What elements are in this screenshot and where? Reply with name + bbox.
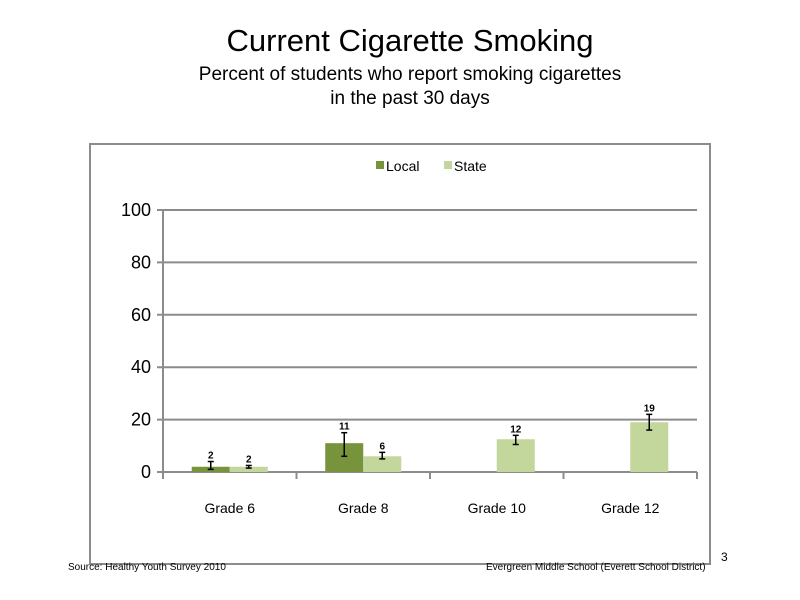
legend-swatch-state bbox=[444, 161, 452, 169]
slide-title: Current Cigarette Smoking bbox=[226, 23, 594, 58]
x-tick-label: Grade 12 bbox=[601, 500, 660, 516]
y-tick-label: 60 bbox=[131, 305, 151, 325]
y-tick-label: 80 bbox=[131, 252, 151, 272]
x-axis: Grade 6 Grade 8 Grade 10 Grade 12 bbox=[162, 472, 698, 516]
error-bars bbox=[207, 413, 653, 471]
slide-subtitle: Percent of students who report smoking c… bbox=[0, 63, 800, 111]
y-tick-label: 20 bbox=[131, 410, 151, 430]
x-tick-label: Grade 8 bbox=[338, 500, 389, 516]
x-tick-label: Grade 6 bbox=[204, 500, 255, 516]
y-axis-tick-labels: 0 20 40 60 80 100 bbox=[121, 200, 151, 482]
y-tick-label: 40 bbox=[131, 357, 151, 377]
data-label: 19 bbox=[644, 403, 656, 414]
bar-state bbox=[229, 466, 268, 472]
bars bbox=[191, 422, 669, 472]
legend: Local State bbox=[376, 158, 487, 174]
data-label: 6 bbox=[379, 441, 385, 452]
data-labels: 2 11 2 6 12 19 bbox=[208, 403, 655, 465]
y-tick-label: 0 bbox=[141, 462, 151, 482]
data-label: 2 bbox=[246, 454, 252, 465]
data-label: 2 bbox=[208, 451, 214, 462]
school-name: Evergreen Middle School (Everett School … bbox=[486, 562, 706, 573]
legend-label-local: Local bbox=[386, 158, 419, 174]
bar-state bbox=[363, 456, 402, 472]
data-label: 11 bbox=[339, 422, 350, 433]
legend-swatch-local bbox=[376, 161, 384, 169]
gridlines bbox=[157, 209, 697, 473]
source-note: Source: Healthy Youth Survey 2010 bbox=[68, 562, 226, 573]
x-tick-label: Grade 10 bbox=[468, 500, 527, 516]
chart-frame bbox=[89, 143, 711, 565]
y-tick-label: 100 bbox=[121, 200, 151, 220]
legend-label-state: State bbox=[454, 158, 487, 174]
subtitle-line-1: Percent of students who report smoking c… bbox=[198, 64, 622, 85]
data-label: 12 bbox=[510, 424, 522, 435]
page-number: 3 bbox=[721, 550, 728, 564]
subtitle-line-2: in the past 30 days bbox=[330, 88, 490, 109]
